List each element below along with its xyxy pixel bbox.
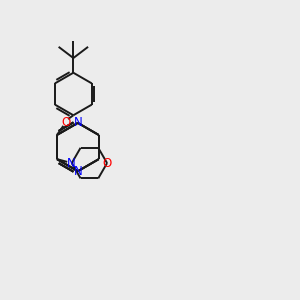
Text: N: N	[74, 116, 82, 129]
Text: O: O	[102, 157, 112, 169]
Text: N: N	[68, 157, 76, 169]
Text: N: N	[74, 165, 82, 178]
Text: O: O	[61, 116, 70, 129]
